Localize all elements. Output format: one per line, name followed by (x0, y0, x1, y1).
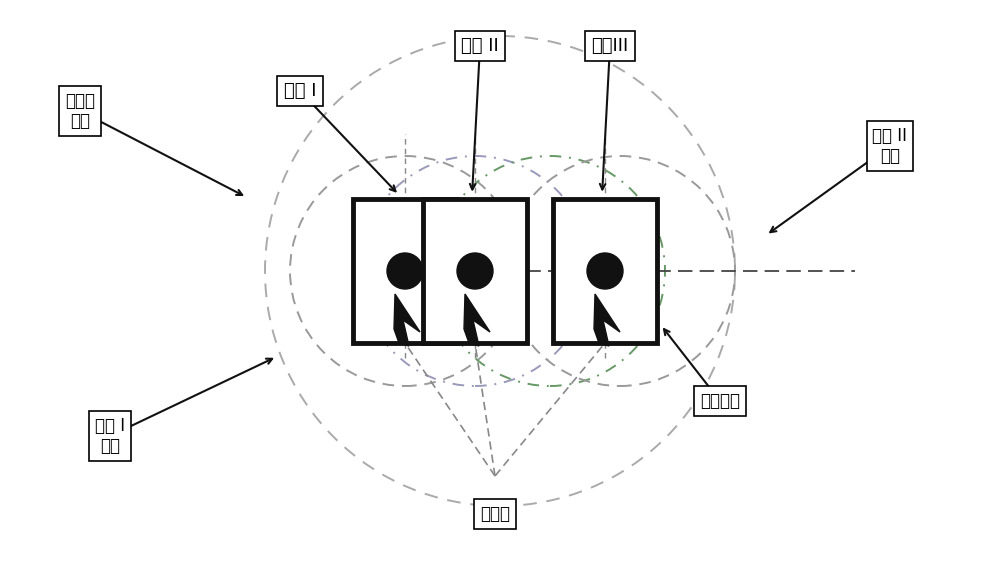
Text: 棱镜组
轨迹: 棱镜组 轨迹 (65, 92, 95, 130)
Text: 棱镜 I
轨迹: 棱镜 I 轨迹 (95, 417, 125, 456)
Text: 光轴 II: 光轴 II (461, 37, 499, 55)
Circle shape (387, 253, 423, 289)
Polygon shape (594, 294, 620, 346)
Text: 光轴 I: 光轴 I (284, 82, 316, 100)
Circle shape (457, 253, 493, 289)
Text: 标定点: 标定点 (480, 505, 510, 523)
Circle shape (587, 253, 623, 289)
Polygon shape (394, 294, 420, 346)
Polygon shape (464, 294, 490, 346)
Bar (553, 199, 657, 343)
Text: 棱镜 II
轨迹: 棱镜 II 轨迹 (872, 127, 908, 165)
Text: 光轴III: 光轴III (591, 37, 629, 55)
Bar (423, 199, 527, 343)
Bar (353, 199, 457, 343)
Text: 转台轨迹: 转台轨迹 (700, 392, 740, 410)
